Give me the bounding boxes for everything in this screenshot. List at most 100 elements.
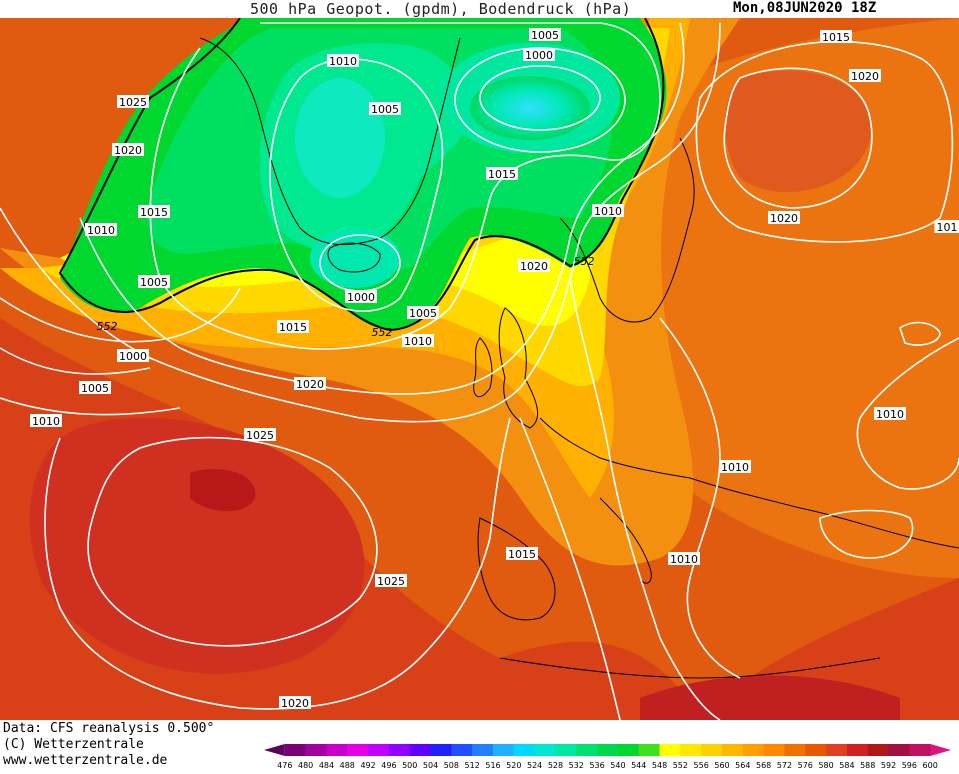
title-bar: 500 hPa Geopot. (gpdm), Bodendruck (hPa)… [0, 0, 959, 18]
legend-tick-label: 484 [319, 761, 334, 770]
geopot-label: 552 [574, 255, 595, 268]
isobar-label: 1020 [294, 377, 326, 391]
legend-tick-label: 480 [298, 761, 313, 770]
legend-swatch [847, 744, 868, 756]
isobar-label-text: 1010 [876, 408, 904, 421]
isobar-label: 1010 [327, 54, 359, 68]
legend-tick-label: 504 [423, 761, 438, 770]
legend-tick-label: 508 [444, 761, 459, 770]
legend-tick-label: 516 [485, 761, 500, 770]
isobar-label-text: 1005 [81, 382, 109, 395]
legend-tick-label: 552 [673, 761, 688, 770]
legend-swatch [889, 744, 910, 756]
isobar-label: 1015 [486, 167, 518, 181]
isobar-label-text: 1010 [87, 224, 115, 237]
legend-tick-label: 580 [818, 761, 833, 770]
legend-swatch [493, 744, 514, 756]
legend-tick-label: 544 [631, 761, 646, 770]
legend-swatch [576, 744, 597, 756]
isobar-label-text: 1005 [409, 307, 437, 320]
legend-tick-label: 548 [652, 761, 667, 770]
isobar-label-text: 1020 [851, 70, 879, 83]
chart-date: Mon,08JUN2020 18Z [733, 0, 876, 16]
isobar-label: 1015 [277, 320, 309, 334]
legend-tick-label: 532 [569, 761, 584, 770]
isobar-label-text: 1020 [770, 212, 798, 225]
legend-tick-label: 500 [402, 761, 417, 770]
isobar-label-text: 1005 [371, 103, 399, 116]
legend-swatch [264, 744, 285, 756]
website-link[interactable]: www.wetterzentrale.de [3, 753, 167, 768]
legend-tick-label: 524 [527, 761, 542, 770]
isobar-label-text: 1010 [721, 461, 749, 474]
data-source: Data: CFS reanalysis 0.500° [3, 721, 214, 736]
legend-swatch [451, 744, 472, 756]
legend-tick-label: 588 [860, 761, 875, 770]
geopot-zone-536-core [470, 76, 590, 140]
legend-swatch [639, 744, 660, 756]
isobar-label: 1010 [668, 552, 700, 566]
legend-swatch [306, 744, 327, 756]
isobar-label-text: 1005 [140, 276, 168, 289]
legend-swatch [805, 744, 826, 756]
isobar-label-text: 1000 [119, 350, 147, 363]
legend-tick-label: 568 [756, 761, 771, 770]
legend-tick-label: 520 [506, 761, 521, 770]
isobar-label: 101 [935, 220, 959, 234]
legend-tick-label: 536 [589, 761, 604, 770]
isobar-label: 1025 [244, 428, 276, 442]
isobar-label-text: 1010 [670, 553, 698, 566]
isobar-label: 1010 [402, 334, 434, 348]
legend-tick-label: 512 [465, 761, 480, 770]
legend-tick-label: 476 [277, 761, 292, 770]
legend-tick-label: 496 [381, 761, 396, 770]
legend-swatch [431, 744, 452, 756]
legend-swatch [909, 744, 930, 756]
isobar-label: 1005 [407, 306, 439, 320]
isobar-label-text: 1015 [488, 168, 516, 181]
isobar-label-text: 101 [937, 221, 958, 234]
isobar-label-text: 1025 [119, 96, 147, 109]
isobar-label: 1025 [375, 574, 407, 588]
legend-swatch [514, 744, 535, 756]
legend-swatch [826, 744, 847, 756]
legend-swatch [784, 744, 805, 756]
legend-swatch [389, 744, 410, 756]
geopot-zone-536-iceland-low [310, 228, 400, 288]
legend-tick-label: 572 [777, 761, 792, 770]
legend-tick-label: 540 [610, 761, 625, 770]
isobar-label-text: 1015 [822, 31, 850, 44]
isobar-label: 1020 [849, 69, 881, 83]
legend-swatch [597, 744, 618, 756]
legend-swatch [764, 744, 785, 756]
isobar-label-text: 1000 [525, 49, 553, 62]
legend-swatch [680, 744, 701, 756]
isobar-label-text: 1020 [520, 260, 548, 273]
legend-swatch [868, 744, 889, 756]
legend-swatch [285, 744, 306, 756]
isobar-label: 1025 [117, 95, 149, 109]
legend-swatch [368, 744, 389, 756]
legend-swatch [930, 744, 951, 756]
isobar-label-text: 1025 [246, 429, 274, 442]
isobar-label: 1010 [874, 407, 906, 421]
legend-swatch [535, 744, 556, 756]
isobar-label: 1010 [719, 460, 751, 474]
isobar-label: 1020 [112, 143, 144, 157]
isobar-label-text: 1010 [32, 415, 60, 428]
isobar-label-text: 1015 [508, 548, 536, 561]
legend-swatch [326, 744, 347, 756]
isobar-label-text: 1020 [114, 144, 142, 157]
legend-tick-label: 556 [694, 761, 709, 770]
isobar-label: 1020 [518, 259, 550, 273]
isobar-label: 1010 [592, 204, 624, 218]
isobar-label-text: 1020 [296, 378, 324, 391]
isobar-label: 1020 [768, 211, 800, 225]
chart-title: 500 hPa Geopot. (gpdm), Bodendruck (hPa) [250, 0, 631, 18]
legend-swatch [660, 744, 681, 756]
isobar-label-text: 1020 [281, 697, 309, 710]
isobar-label: 1015 [506, 547, 538, 561]
legend-tick-label: 576 [798, 761, 813, 770]
